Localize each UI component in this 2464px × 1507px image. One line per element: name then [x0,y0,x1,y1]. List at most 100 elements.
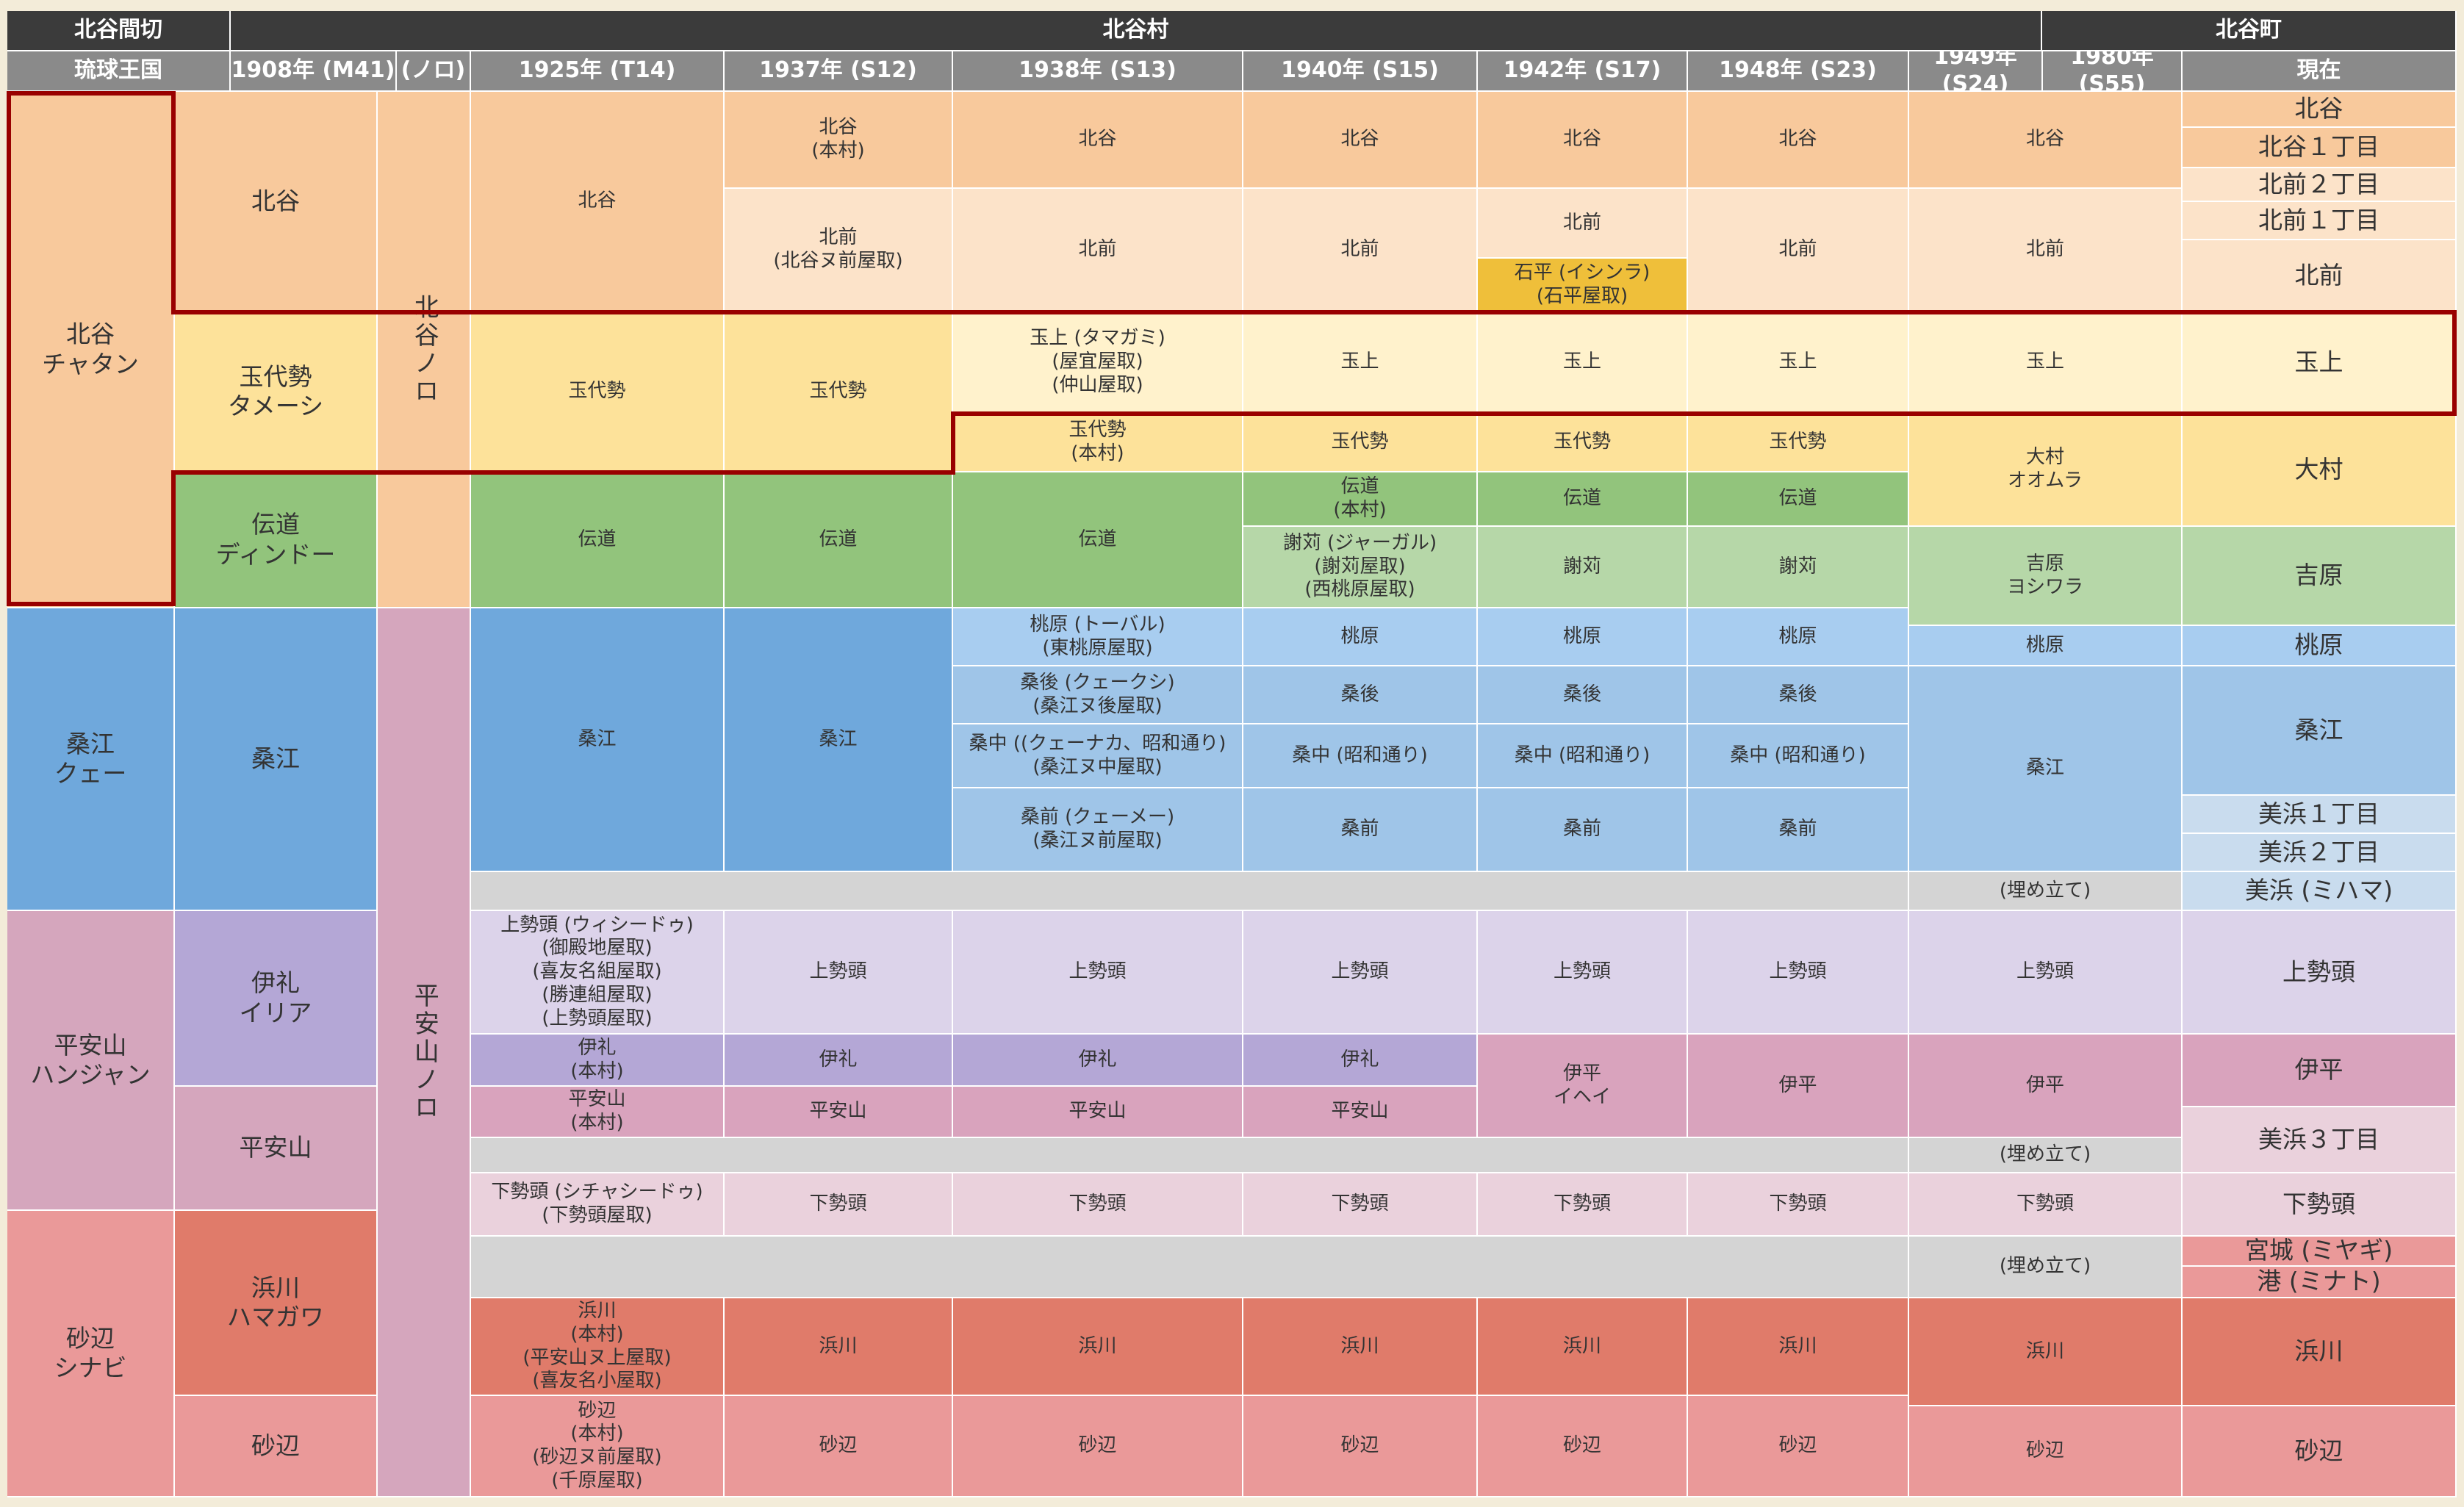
s17-tameshi: 玉代勢 [1478,414,1688,472]
now-kitamae-1: 北前１丁目 [2183,202,2457,240]
s23-kamiseitou: 上勢頭 [1688,911,1909,1035]
s13-sunabe: 砂辺 [953,1396,1243,1497]
year-noro: (ノロ) [397,51,471,92]
s12-tameshi: 玉代勢 [725,312,953,472]
year-s13: 1938年 (S13) [953,51,1243,92]
m41-hanjan: 平安山 [175,1087,378,1211]
s24-kitamae: 北前 [1909,189,2183,312]
s13-shimoseitou: 下勢頭 [953,1173,1243,1237]
year-m41: 1908年 (M41) [231,51,397,92]
region-shinabi: 砂辺 シナビ [7,1211,175,1497]
s15-irei: 伊礼 [1243,1035,1478,1087]
s23-kuenaka: 桑中 (昭和通り) [1688,724,1909,788]
s17-kuego: 桑後 [1478,666,1688,724]
now-mihama-1: 美浜１丁目 [2183,796,2457,834]
s15-tamagami: 玉上 [1243,312,1478,414]
m41-kue: 桑江 [175,608,378,911]
s15-sunabe: 砂辺 [1243,1396,1478,1497]
noro-hanjan: 平安山ノロ [378,608,471,1497]
t14-tameshi: 玉代勢 [471,312,725,472]
year-s55: 1980年 (S55) [2043,51,2183,92]
s12-dindo: 伝道 [725,472,953,608]
now-ihei: 伊平 [2183,1035,2457,1107]
s13-hamagawa: 浜川 [953,1298,1243,1396]
now-kamiseitou: 上勢頭 [2183,911,2457,1035]
now-kitamae: 北前 [2183,240,2457,312]
s15-kitamae: 北前 [1243,189,1478,312]
header-kitanadacho: 北谷町 [2042,11,2457,51]
s17-touhara: 桃原 [1478,608,1688,666]
s13-touhara: 桃原 (トーバル) (東桃原屋取) [953,608,1243,666]
s17-kuenaka: 桑中 (昭和通り) [1478,724,1688,788]
s17-chatan: 北谷 [1478,92,1688,189]
now-shimoseitou: 下勢頭 [2183,1173,2457,1237]
t14-hamagawa: 浜川 (本村) (平安山ヌ上屋取) (喜友名小屋取) [471,1298,725,1396]
s24-touhara: 桃原 [1909,626,2183,666]
s13-kuego: 桑後 (クェークシ) (桑江ヌ後屋取) [953,666,1243,724]
s12-shimoseitou: 下勢頭 [725,1173,953,1237]
year-s23: 1948年 (S23) [1688,51,1909,92]
s24-kamiseitou: 上勢頭 [1909,911,2183,1035]
s13-tameshi: 玉代勢 (本村) [953,414,1243,472]
year-t14: 1925年 (T14) [471,51,725,92]
s23-dindo: 伝道 [1688,472,1909,527]
s13-kamiseitou: 上勢頭 [953,911,1243,1035]
s12-kue: 桑江 [725,608,953,872]
s17-kamiseitou: 上勢頭 [1478,911,1688,1035]
s23-tamagami: 玉上 [1688,312,1909,414]
landfill-strip-1 [471,872,1909,911]
s24-yoshiwara: 吉原 ヨシワラ [1909,527,2183,626]
now-yoshiwara: 吉原 [2183,527,2457,626]
now-mihama-3: 美浜３丁目 [2183,1107,2457,1173]
s15-hamagawa: 浜川 [1243,1298,1478,1396]
s17-tamagami: 玉上 [1478,312,1688,414]
s15-tameshi: 玉代勢 [1243,414,1478,472]
year-now: 現在 [2183,51,2457,92]
header-kitanadason: 北谷村 [231,11,2042,51]
now-tamagami: 玉上 [2183,312,2457,414]
t14-kamiseitou: 上勢頭 (ウィシードゥ) (御殿地屋取) (喜友名組屋取) (勝連組屋取) (上… [471,911,725,1035]
s23-ihei: 伊平 [1688,1035,1909,1138]
now-touhara: 桃原 [2183,626,2457,666]
s23-tameshi: 玉代勢 [1688,414,1909,472]
s12-chatan: 北谷 (本村) [725,92,953,189]
s17-jagaru: 謝苅 [1478,527,1688,608]
s23-shimoseitou: 下勢頭 [1688,1173,1909,1237]
s15-kuenaka: 桑中 (昭和通り) [1243,724,1478,788]
s12-hanjan: 平安山 [725,1087,953,1138]
s13-dindo: 伝道 [953,472,1243,608]
m41-dindo: 伝道 ディンドー [175,472,378,608]
s17-dindo: 伝道 [1478,472,1688,527]
s12-kitamae: 北前 (北谷ヌ前屋取) [725,189,953,312]
m41-iria: 伊礼 イリア [175,911,378,1087]
region-kue: 桑江 クェー [7,608,175,911]
s13-chatan: 北谷 [953,92,1243,189]
region-chatan: 北谷 チャタン [7,92,175,608]
s23-sunabe: 砂辺 [1688,1396,1909,1497]
now-mihama-2: 美浜２丁目 [2183,834,2457,872]
s24-tamagami: 玉上 [1909,312,2183,414]
s15-chatan: 北谷 [1243,92,1478,189]
year-s17: 1942年 (S17) [1478,51,1688,92]
now-chatan: 北谷 [2183,92,2457,128]
year-s12: 1937年 (S12) [725,51,953,92]
now-minato: 港 (ミナト) [2183,1267,2457,1298]
landfill-strip-2 [471,1138,1909,1173]
s12-kamiseitou: 上勢頭 [725,911,953,1035]
year-ryukyu: 琉球王国 [7,51,231,92]
s13-hanjan: 平安山 [953,1087,1243,1138]
year-s24: 1949年 (S24) [1909,51,2043,92]
m41-chatan: 北谷 [175,92,378,312]
year-s15: 1940年 (S15) [1243,51,1478,92]
s12-sunabe: 砂辺 [725,1396,953,1497]
now-hamagawa: 浜川 [2183,1298,2457,1406]
s15-kuego: 桑後 [1243,666,1478,724]
s12-irei: 伊礼 [725,1035,953,1087]
s15-dindo: 伝道 (本村) [1243,472,1478,527]
s23-kuego: 桑後 [1688,666,1909,724]
t14-chatan: 北谷 [471,92,725,312]
m41-sunabe: 砂辺 [175,1396,378,1497]
m41-tameshi: 玉代勢 タメーシ [175,312,378,472]
now-sunabe: 砂辺 [2183,1406,2457,1497]
